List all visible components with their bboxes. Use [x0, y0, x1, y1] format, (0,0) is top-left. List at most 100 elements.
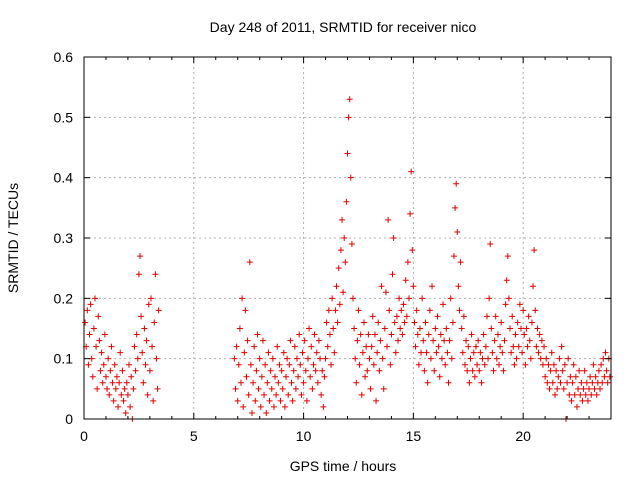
y-tick-label: 0.2: [54, 290, 74, 306]
data-point: [358, 391, 365, 398]
data-point: [274, 343, 281, 350]
data-point: [528, 319, 535, 326]
data-point: [422, 319, 429, 326]
data-point: [97, 367, 104, 374]
data-point: [133, 331, 140, 338]
data-point: [431, 367, 438, 374]
data-point: [122, 409, 129, 416]
data-point: [469, 367, 476, 374]
data-point: [465, 343, 472, 350]
data-point: [409, 247, 416, 254]
data-point: [113, 373, 120, 380]
data-point: [463, 337, 470, 344]
data-point: [112, 385, 119, 392]
data-point: [130, 385, 137, 392]
data-point: [471, 373, 478, 380]
data-point: [236, 325, 243, 332]
data-point: [134, 355, 141, 362]
data-point: [580, 385, 587, 392]
data-point: [566, 391, 573, 398]
data-point: [526, 337, 533, 344]
data-point: [354, 337, 361, 344]
data-point: [565, 355, 572, 362]
data-point: [538, 337, 545, 344]
data-point: [276, 361, 283, 368]
data-point: [590, 361, 597, 368]
data-point: [599, 379, 606, 386]
data-point: [408, 168, 415, 175]
data-point: [315, 337, 322, 344]
data-point: [530, 283, 537, 290]
data-point: [373, 397, 380, 404]
data-point: [263, 409, 270, 416]
grid-lines: [84, 57, 611, 419]
data-point: [348, 241, 355, 248]
data-point: [589, 379, 596, 386]
data-point: [457, 259, 464, 266]
data-point: [321, 373, 328, 380]
x-tick-label: 0: [80, 428, 88, 444]
data-point: [571, 391, 578, 398]
data-point: [384, 343, 391, 350]
data-point: [296, 331, 303, 338]
y-tick-label: 0: [65, 411, 73, 427]
data-point: [371, 331, 378, 338]
data-point: [138, 313, 145, 320]
data-point: [446, 337, 453, 344]
data-point: [555, 373, 562, 380]
data-point: [131, 343, 138, 350]
data-point: [573, 403, 580, 410]
data-point: [309, 385, 316, 392]
data-point: [401, 319, 408, 326]
data-point: [519, 349, 526, 356]
data-point: [395, 337, 402, 344]
data-point: [603, 367, 610, 374]
data-points: [82, 96, 613, 422]
data-point: [434, 313, 441, 320]
data-point: [258, 373, 265, 380]
data-point: [548, 349, 555, 356]
data-point: [257, 403, 264, 410]
data-point: [407, 210, 414, 217]
data-point: [290, 367, 297, 374]
data-point: [93, 343, 100, 350]
x-tick-labels: 0 5 10 15 20: [80, 428, 531, 444]
data-point: [245, 391, 252, 398]
y-axis-label: SRMTID / TECUs: [5, 183, 21, 293]
data-point: [301, 337, 308, 344]
data-point: [254, 331, 261, 338]
data-point: [541, 343, 548, 350]
data-point: [127, 403, 134, 410]
data-point: [424, 379, 431, 386]
data-point: [233, 343, 240, 350]
data-point: [393, 313, 400, 320]
data-point: [273, 391, 280, 398]
data-point: [106, 391, 113, 398]
data-point: [442, 361, 449, 368]
data-point: [265, 349, 272, 356]
data-point: [85, 361, 92, 368]
data-point: [299, 349, 306, 356]
data-point: [286, 361, 293, 368]
data-point: [467, 355, 474, 362]
data-point: [579, 397, 586, 404]
data-point: [374, 349, 381, 356]
data-point: [468, 331, 475, 338]
data-point: [246, 259, 253, 266]
data-point: [248, 409, 255, 416]
data-point: [501, 337, 508, 344]
data-point: [277, 397, 284, 404]
data-point: [493, 355, 500, 362]
x-tick-label: 10: [296, 428, 312, 444]
data-point: [278, 367, 285, 374]
data-point: [323, 319, 330, 326]
data-point: [441, 337, 448, 344]
data-point: [326, 331, 333, 338]
data-point: [337, 247, 344, 254]
data-point: [145, 301, 152, 308]
data-point: [525, 313, 532, 320]
data-point: [367, 385, 374, 392]
data-point: [346, 96, 353, 103]
data-point: [308, 343, 315, 350]
data-point: [532, 307, 539, 314]
